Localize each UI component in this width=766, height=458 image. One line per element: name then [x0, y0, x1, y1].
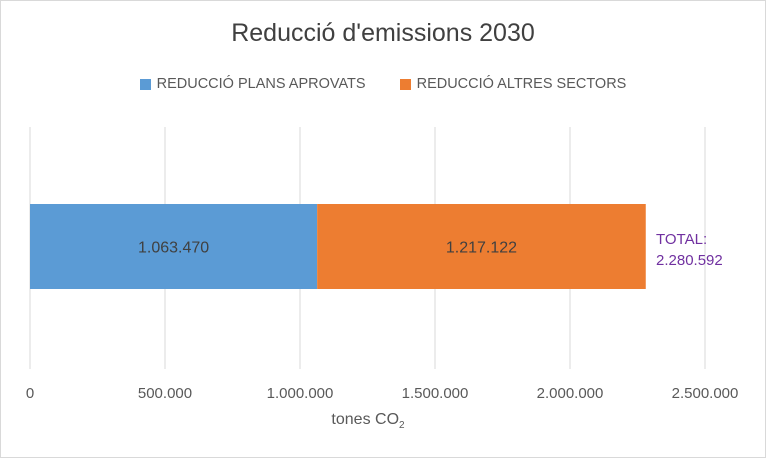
- legend-swatch-altres: [399, 78, 411, 90]
- legend-item-altres: REDUCCIÓ ALTRES SECTORS: [399, 76, 627, 92]
- bar-data-label-1: 1.217.122: [446, 240, 517, 257]
- bar-data-label-0: 1.063.470: [138, 240, 209, 257]
- total-annotation: TOTAL: 2.280.592: [656, 229, 723, 271]
- x-axis-title-text: tones CO: [331, 411, 400, 428]
- total-label-value: 2.280.592: [656, 252, 723, 269]
- chart-legend: REDUCCIÓ PLANS APROVATS REDUCCIÓ ALTRES …: [1, 76, 765, 92]
- legend-label-plans: REDUCCIÓ PLANS APROVATS: [156, 76, 366, 92]
- x-tick-label-3: 1.500.000: [402, 385, 469, 402]
- x-tick-label-2: 1.000.000: [267, 385, 334, 402]
- x-axis-title: tones CO2: [1, 411, 735, 431]
- legend-item-plans: REDUCCIÓ PLANS APROVATS: [139, 76, 366, 92]
- bar-segment-1: [317, 204, 646, 289]
- legend-label-altres: REDUCCIÓ ALTRES SECTORS: [416, 76, 627, 92]
- legend-swatch-plans: [139, 78, 151, 90]
- x-tick-label-5: 2.500.000: [672, 385, 739, 402]
- x-axis-title-subscript: 2: [399, 420, 405, 432]
- x-tick-label-1: 500.000: [138, 385, 192, 402]
- total-label-prefix: TOTAL:: [656, 231, 708, 248]
- chart-title: Reducció d'emissions 2030: [231, 19, 535, 47]
- x-tick-label-0: 0: [26, 385, 34, 402]
- bar-segment-0: [30, 204, 318, 289]
- x-tick-label-4: 2.000.000: [537, 385, 604, 402]
